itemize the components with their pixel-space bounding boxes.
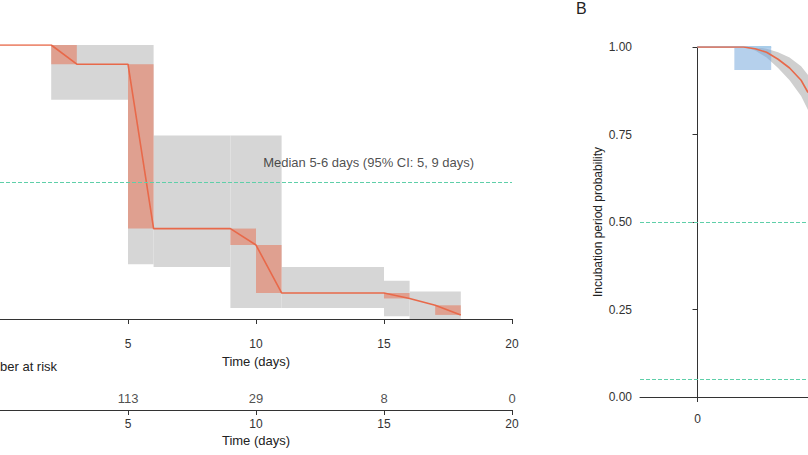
svg-text:8: 8 xyxy=(380,391,387,406)
svg-text:0.75: 0.75 xyxy=(609,128,633,142)
svg-text:0: 0 xyxy=(694,412,701,426)
svg-text:0.00: 0.00 xyxy=(609,390,633,404)
svg-text:0: 0 xyxy=(508,391,515,406)
svg-text:Incubation period probability: Incubation period probability xyxy=(591,147,605,297)
svg-text:15: 15 xyxy=(377,337,391,351)
svg-text:0.25: 0.25 xyxy=(609,303,633,317)
svg-text:Time (days): Time (days) xyxy=(222,354,290,369)
svg-text:20: 20 xyxy=(505,417,519,431)
svg-text:5: 5 xyxy=(125,417,132,431)
svg-text:20: 20 xyxy=(505,337,519,351)
svg-text:5: 5 xyxy=(125,337,132,351)
svg-text:Median 5-6 days (95% CI: 5, 9: Median 5-6 days (95% CI: 5, 9 days) xyxy=(263,155,474,170)
svg-text:10: 10 xyxy=(249,417,263,431)
svg-text:113: 113 xyxy=(118,391,139,406)
svg-text:0.50: 0.50 xyxy=(609,215,633,229)
svg-text:B: B xyxy=(576,0,587,17)
svg-text:29: 29 xyxy=(249,391,263,406)
svg-text:ber at risk: ber at risk xyxy=(0,359,58,374)
svg-text:15: 15 xyxy=(377,417,391,431)
svg-text:10: 10 xyxy=(249,337,263,351)
svg-text:1.00: 1.00 xyxy=(609,40,633,54)
svg-text:Time (days): Time (days) xyxy=(222,433,290,448)
